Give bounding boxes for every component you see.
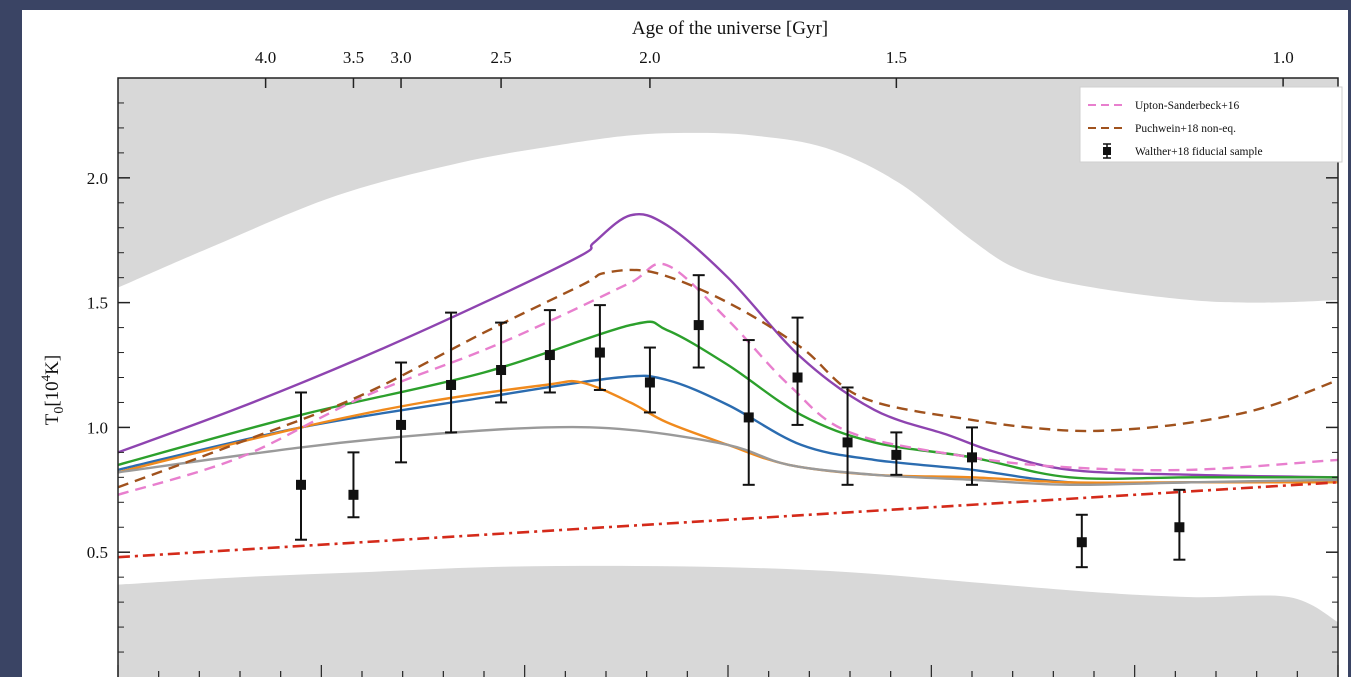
y-axis-label-symbol: T	[42, 413, 63, 425]
legend-label-puchwein: Puchwein+18 non-eq.	[1135, 123, 1236, 135]
legend-label-walther: Walther+18 fiducial sample	[1135, 146, 1263, 158]
y-axis-label-unit-close: K]	[42, 355, 63, 375]
top-tick-label-1: 3.5	[343, 48, 364, 67]
top-tick-label-3: 2.5	[490, 48, 511, 67]
marker-10	[792, 372, 803, 383]
data-point-10	[791, 316, 804, 426]
data-point-15	[1173, 488, 1186, 561]
series-line-4	[117, 425, 1339, 487]
y-axis-label-subscript: 0	[52, 407, 67, 414]
axes-layer: 0.5 1.0 1.5 2.0 4.0 3.5 3.0 2.5 2.0 1.5 1.0	[87, 48, 1339, 677]
lower-shaded-region	[118, 565, 1338, 677]
upper-shaded-region	[118, 78, 1338, 303]
marker-6	[594, 347, 605, 358]
series-line-7	[117, 481, 1339, 559]
series-line-1	[117, 320, 1338, 481]
marker-8	[693, 320, 704, 331]
y-axis-label: T0[104K]	[38, 355, 67, 426]
data-point-4	[495, 321, 508, 404]
data-point-9	[742, 339, 755, 486]
data-point-7	[643, 346, 656, 414]
legend-box	[1079, 86, 1343, 163]
data-point-11	[841, 386, 854, 486]
data-points-layer	[295, 274, 1186, 569]
marker-9	[743, 412, 754, 423]
top-tick-label-2: 3.0	[390, 48, 411, 67]
y-tick-label-0: 0.5	[87, 543, 108, 562]
data-point-1	[347, 451, 360, 519]
marker-12	[891, 449, 902, 460]
top-axis-label: Age of the universe [Gyr]	[632, 18, 828, 39]
y-tick-label-3: 2.0	[87, 169, 108, 188]
series-line-5	[117, 262, 1339, 496]
top-tick-label-0: 4.0	[255, 48, 276, 67]
shaded-band-layer	[118, 78, 1338, 677]
marker-15	[1174, 522, 1185, 533]
data-point-0	[295, 391, 307, 541]
y-tick-label-1: 1.0	[87, 418, 108, 437]
marker-0	[296, 479, 306, 490]
plot-frame	[117, 77, 1339, 677]
top-tick-label-5: 1.5	[886, 48, 907, 67]
marker-13	[967, 452, 977, 463]
data-point-6	[593, 304, 606, 391]
legend-swatch-walther	[1103, 143, 1111, 159]
legend-label-upton: Upton-Sanderbeck+16	[1135, 100, 1239, 112]
marker-4	[496, 365, 507, 376]
data-point-2	[395, 361, 408, 464]
marker-7	[644, 377, 655, 388]
data-point-12	[890, 431, 903, 476]
marker-3	[446, 379, 457, 390]
marker-1	[348, 489, 359, 500]
chart-figure: 0.5 1.0 1.5 2.0 4.0 3.5 3.0 2.5 2.0 1.5 1.0 Age of…	[22, 10, 1348, 677]
data-point-8	[692, 274, 705, 369]
marker-2	[396, 419, 407, 430]
top-tick-label-4: 2.0	[639, 48, 660, 67]
marker-11	[842, 437, 853, 448]
series-line-0	[117, 212, 1339, 479]
y-tick-label-2: 1.5	[87, 294, 108, 313]
legend: Upton-Sanderbeck+16 Puchwein+18 non-eq. …	[1079, 86, 1343, 163]
data-point-5	[543, 309, 556, 394]
top-tick-label-6: 1.0	[1272, 48, 1293, 67]
y-axis-label-unit-open: [10	[42, 381, 63, 406]
marker-5	[544, 350, 555, 361]
y-axis-label-unit-exponent: 4	[38, 374, 53, 381]
data-point-3	[445, 311, 458, 434]
data-point-14	[1075, 513, 1088, 569]
temperature-evolution-chart: 0.5 1.0 1.5 2.0 4.0 3.5 3.0 2.5 2.0 1.5 1.0 Age of…	[38, 18, 1343, 677]
data-point-13	[966, 426, 978, 486]
series-line-6	[117, 268, 1339, 489]
marker-14	[1076, 537, 1087, 548]
